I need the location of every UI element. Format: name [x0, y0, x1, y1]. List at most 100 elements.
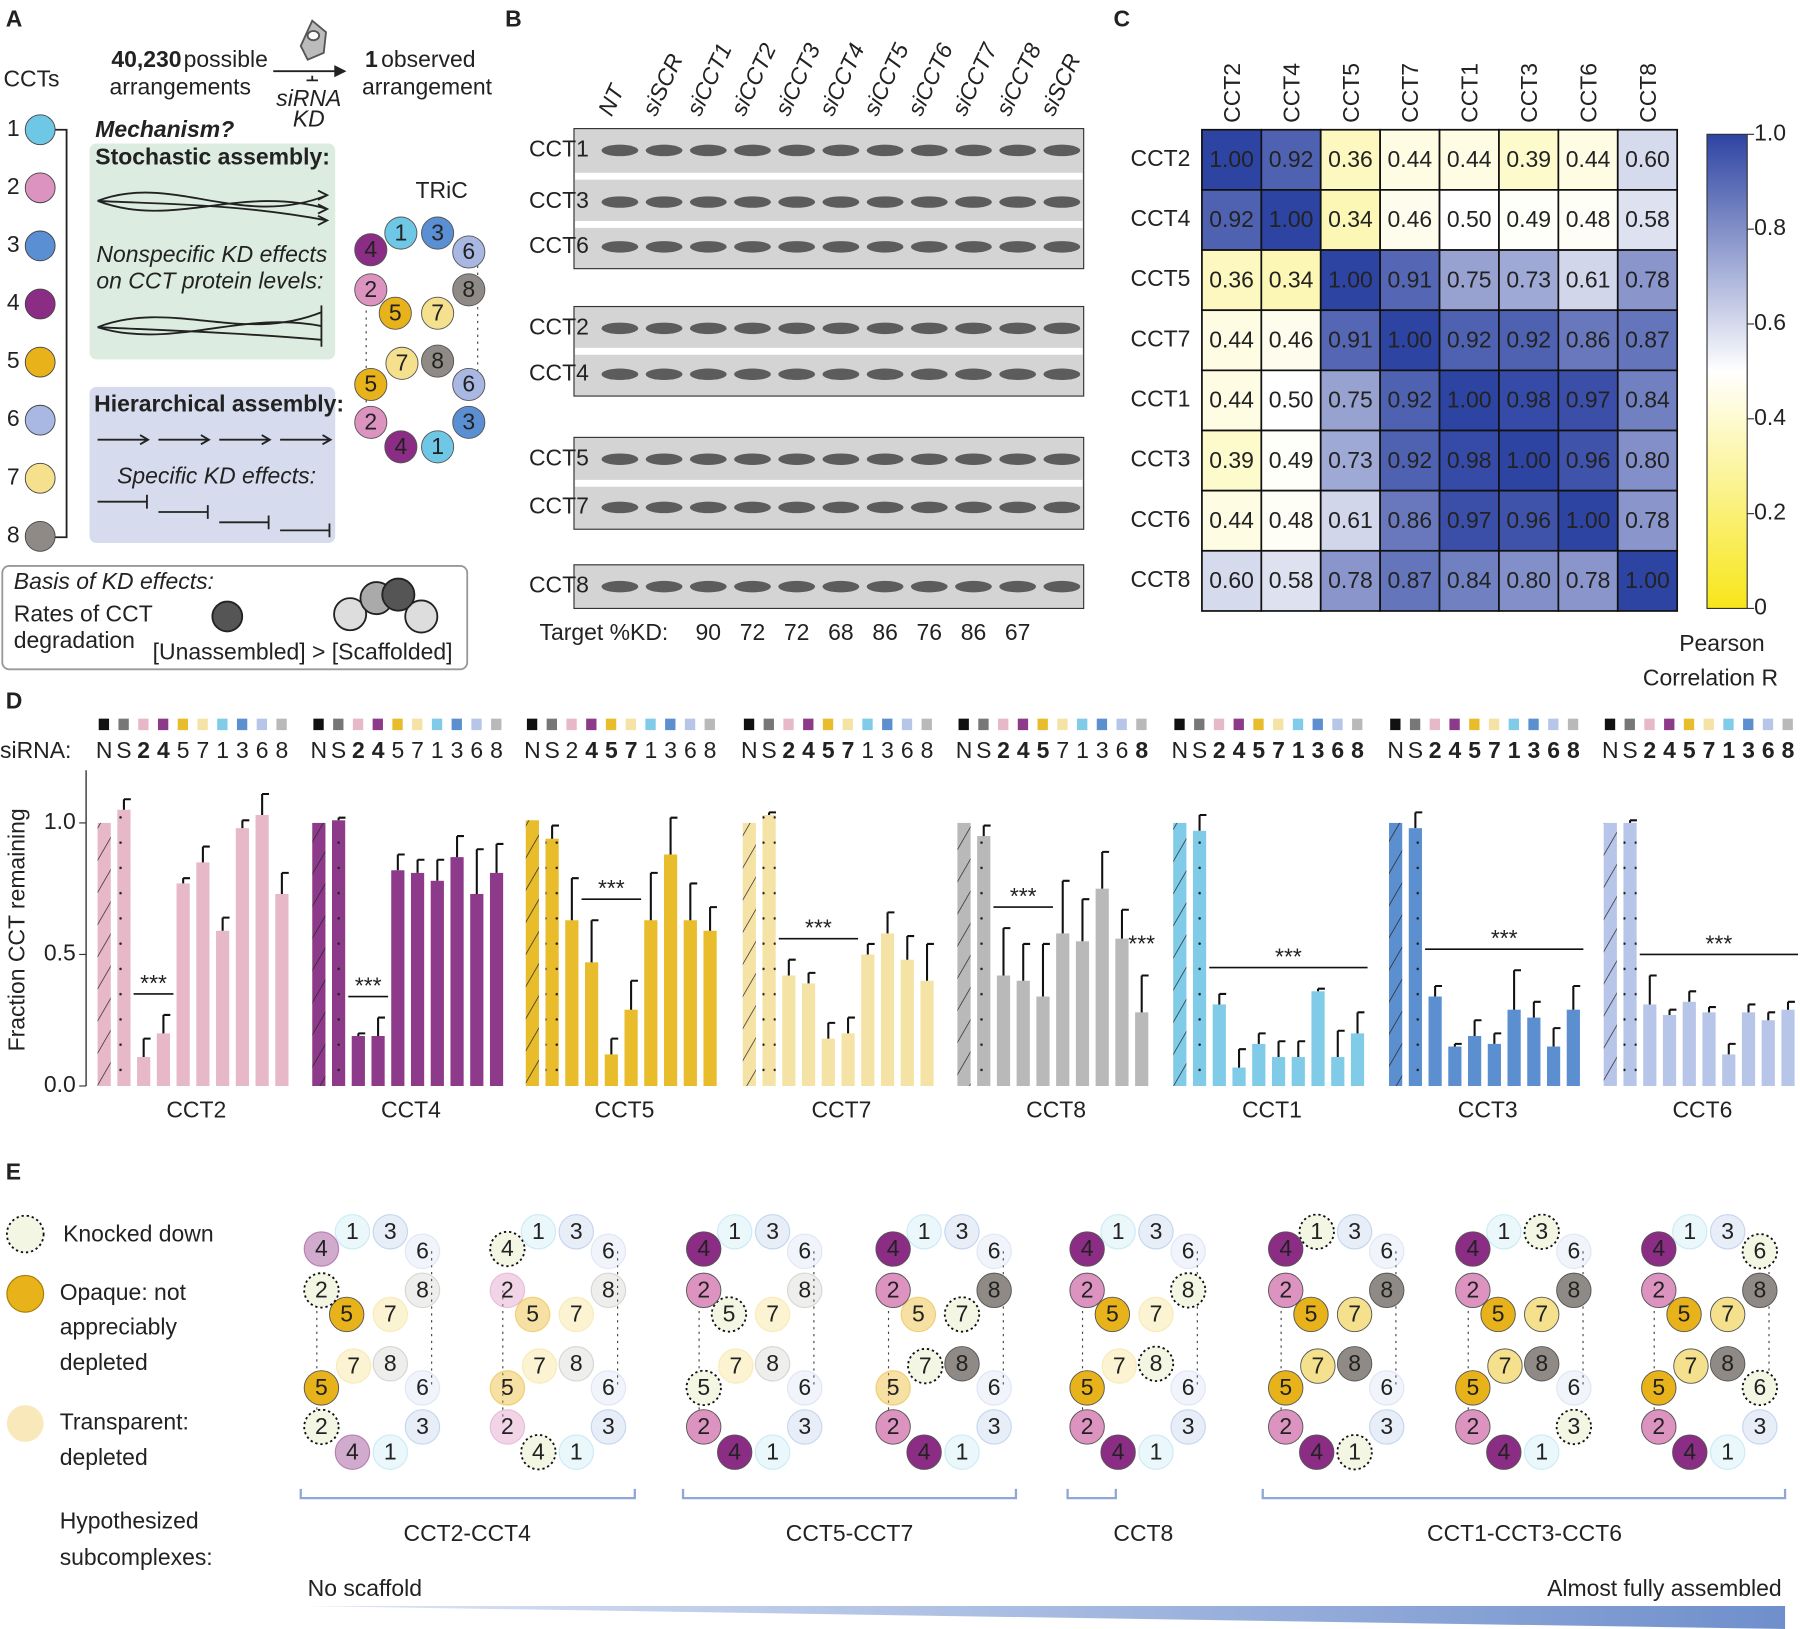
ring-subunit-number: 4 — [315, 1235, 328, 1261]
blot-gap — [575, 221, 1083, 228]
bar-dots — [1192, 830, 1207, 1086]
blot-band — [822, 241, 860, 253]
ring-subunit — [335, 1348, 372, 1384]
blot-band — [778, 196, 816, 208]
subunit-swatch — [24, 404, 56, 436]
bar — [489, 872, 504, 1086]
bar-dots — [331, 820, 346, 1086]
bar — [156, 1033, 171, 1086]
x-tick-label: 7 — [625, 737, 638, 763]
ring-subunit — [421, 216, 455, 250]
blot-band — [689, 501, 727, 514]
x-tick-label: S — [116, 737, 131, 763]
kd-value: 76 — [917, 619, 943, 645]
blot-band — [910, 453, 948, 465]
error-bar — [649, 871, 658, 921]
bar — [176, 883, 190, 1086]
ring-subunit — [378, 296, 412, 330]
ring-subunit — [590, 1233, 627, 1270]
heatmap-value: 0.92 — [1388, 387, 1433, 413]
subcomplex-label: CCT5-CCT7 — [786, 1520, 913, 1546]
ring-subunit-number: 7 — [1311, 1352, 1324, 1378]
blot-band — [822, 144, 860, 157]
ring-subunit — [786, 1272, 823, 1309]
ring-subunit-number: 6 — [798, 1238, 811, 1264]
blot-band — [1043, 241, 1081, 253]
ring-subunit — [590, 1272, 627, 1309]
ring-subunit — [1298, 1213, 1335, 1250]
heatmap-row-label: CCT4 — [1131, 205, 1191, 231]
chart-title: CCT4 — [381, 1096, 441, 1122]
heatmap-row-label: CCT7 — [1131, 325, 1191, 351]
heatmap-value: 0.50 — [1269, 387, 1314, 413]
ring-subunit — [452, 367, 486, 402]
error-bar — [1140, 974, 1149, 1013]
sirna-key — [1077, 718, 1088, 731]
x-tick-label: 4 — [1663, 737, 1676, 763]
blot-band — [734, 501, 771, 514]
panel-label: B — [505, 6, 522, 32]
subcomplex-label: CCT8 — [1113, 1520, 1173, 1546]
sirna-key — [1683, 718, 1695, 731]
ring-subunit-number: 3 — [1567, 1413, 1580, 1439]
blot-band — [601, 501, 639, 514]
ccts-label: CCTs — [3, 65, 59, 91]
bar — [1781, 1009, 1795, 1086]
bar — [880, 933, 895, 1086]
ring-subunit — [685, 1369, 722, 1407]
bar — [1075, 941, 1090, 1086]
significance-label: *** — [140, 970, 167, 996]
ring-subunit — [1268, 1409, 1304, 1445]
ring-subunit — [1710, 1346, 1746, 1382]
blot-band — [955, 580, 992, 593]
blot-row-label: CCT5 — [529, 444, 589, 470]
bar-dots — [1623, 822, 1637, 1086]
blot-band — [999, 322, 1037, 335]
ring-subunit — [900, 1296, 937, 1333]
heatmap-value: 1.00 — [1625, 567, 1670, 593]
error-bar — [1453, 1042, 1462, 1047]
ring-subunit — [754, 1213, 791, 1250]
ring-subunit-number: 8 — [384, 1350, 397, 1376]
heatmap-value: 0.50 — [1447, 206, 1492, 232]
sirna-key — [566, 718, 577, 731]
blot-band — [866, 580, 904, 593]
legend-text: appreciably — [60, 1313, 178, 1339]
blot-band — [601, 453, 639, 465]
ring-frame — [1653, 1251, 1770, 1427]
ring-subunit — [1138, 1434, 1174, 1470]
error-bar — [1668, 1008, 1677, 1015]
x-tick-label: 4 — [1448, 737, 1461, 763]
heatmap-value: 1.00 — [1566, 507, 1611, 533]
ring-subunit — [875, 1409, 911, 1445]
sirna-key — [1548, 718, 1559, 731]
sirna-key — [431, 718, 443, 731]
ring-subunit-number: 5 — [1106, 1301, 1119, 1327]
sirna-key — [978, 718, 989, 731]
bar — [900, 959, 914, 1086]
sirna-key — [526, 718, 538, 731]
sirna-key — [901, 718, 913, 731]
error-bar — [610, 1037, 619, 1055]
error-bar — [201, 845, 210, 863]
ring-subunit — [1268, 1231, 1304, 1267]
ring-subunit-number: 4 — [1683, 1438, 1696, 1464]
legend-knocked — [5, 1214, 45, 1254]
x-tick-label: S — [1192, 737, 1207, 763]
x-tick-label: 8 — [704, 737, 717, 763]
x-tick-label: 3 — [451, 737, 464, 763]
x-tick-label: 8 — [1567, 737, 1580, 763]
bar — [1016, 980, 1030, 1086]
ring-subunit — [1672, 1434, 1708, 1470]
ring-subunit — [754, 1434, 791, 1470]
sirna-key — [743, 718, 755, 731]
ring-subunit-number: 1 — [1683, 1218, 1696, 1244]
heatmap-value: 0.44 — [1209, 507, 1254, 533]
ring-subunit-number: 3 — [956, 1218, 969, 1244]
bar — [624, 1009, 638, 1086]
ring-subunit-number: 1 — [570, 1438, 583, 1464]
subunit-swatch — [24, 230, 56, 262]
x-tick-label: 2 — [352, 737, 365, 763]
